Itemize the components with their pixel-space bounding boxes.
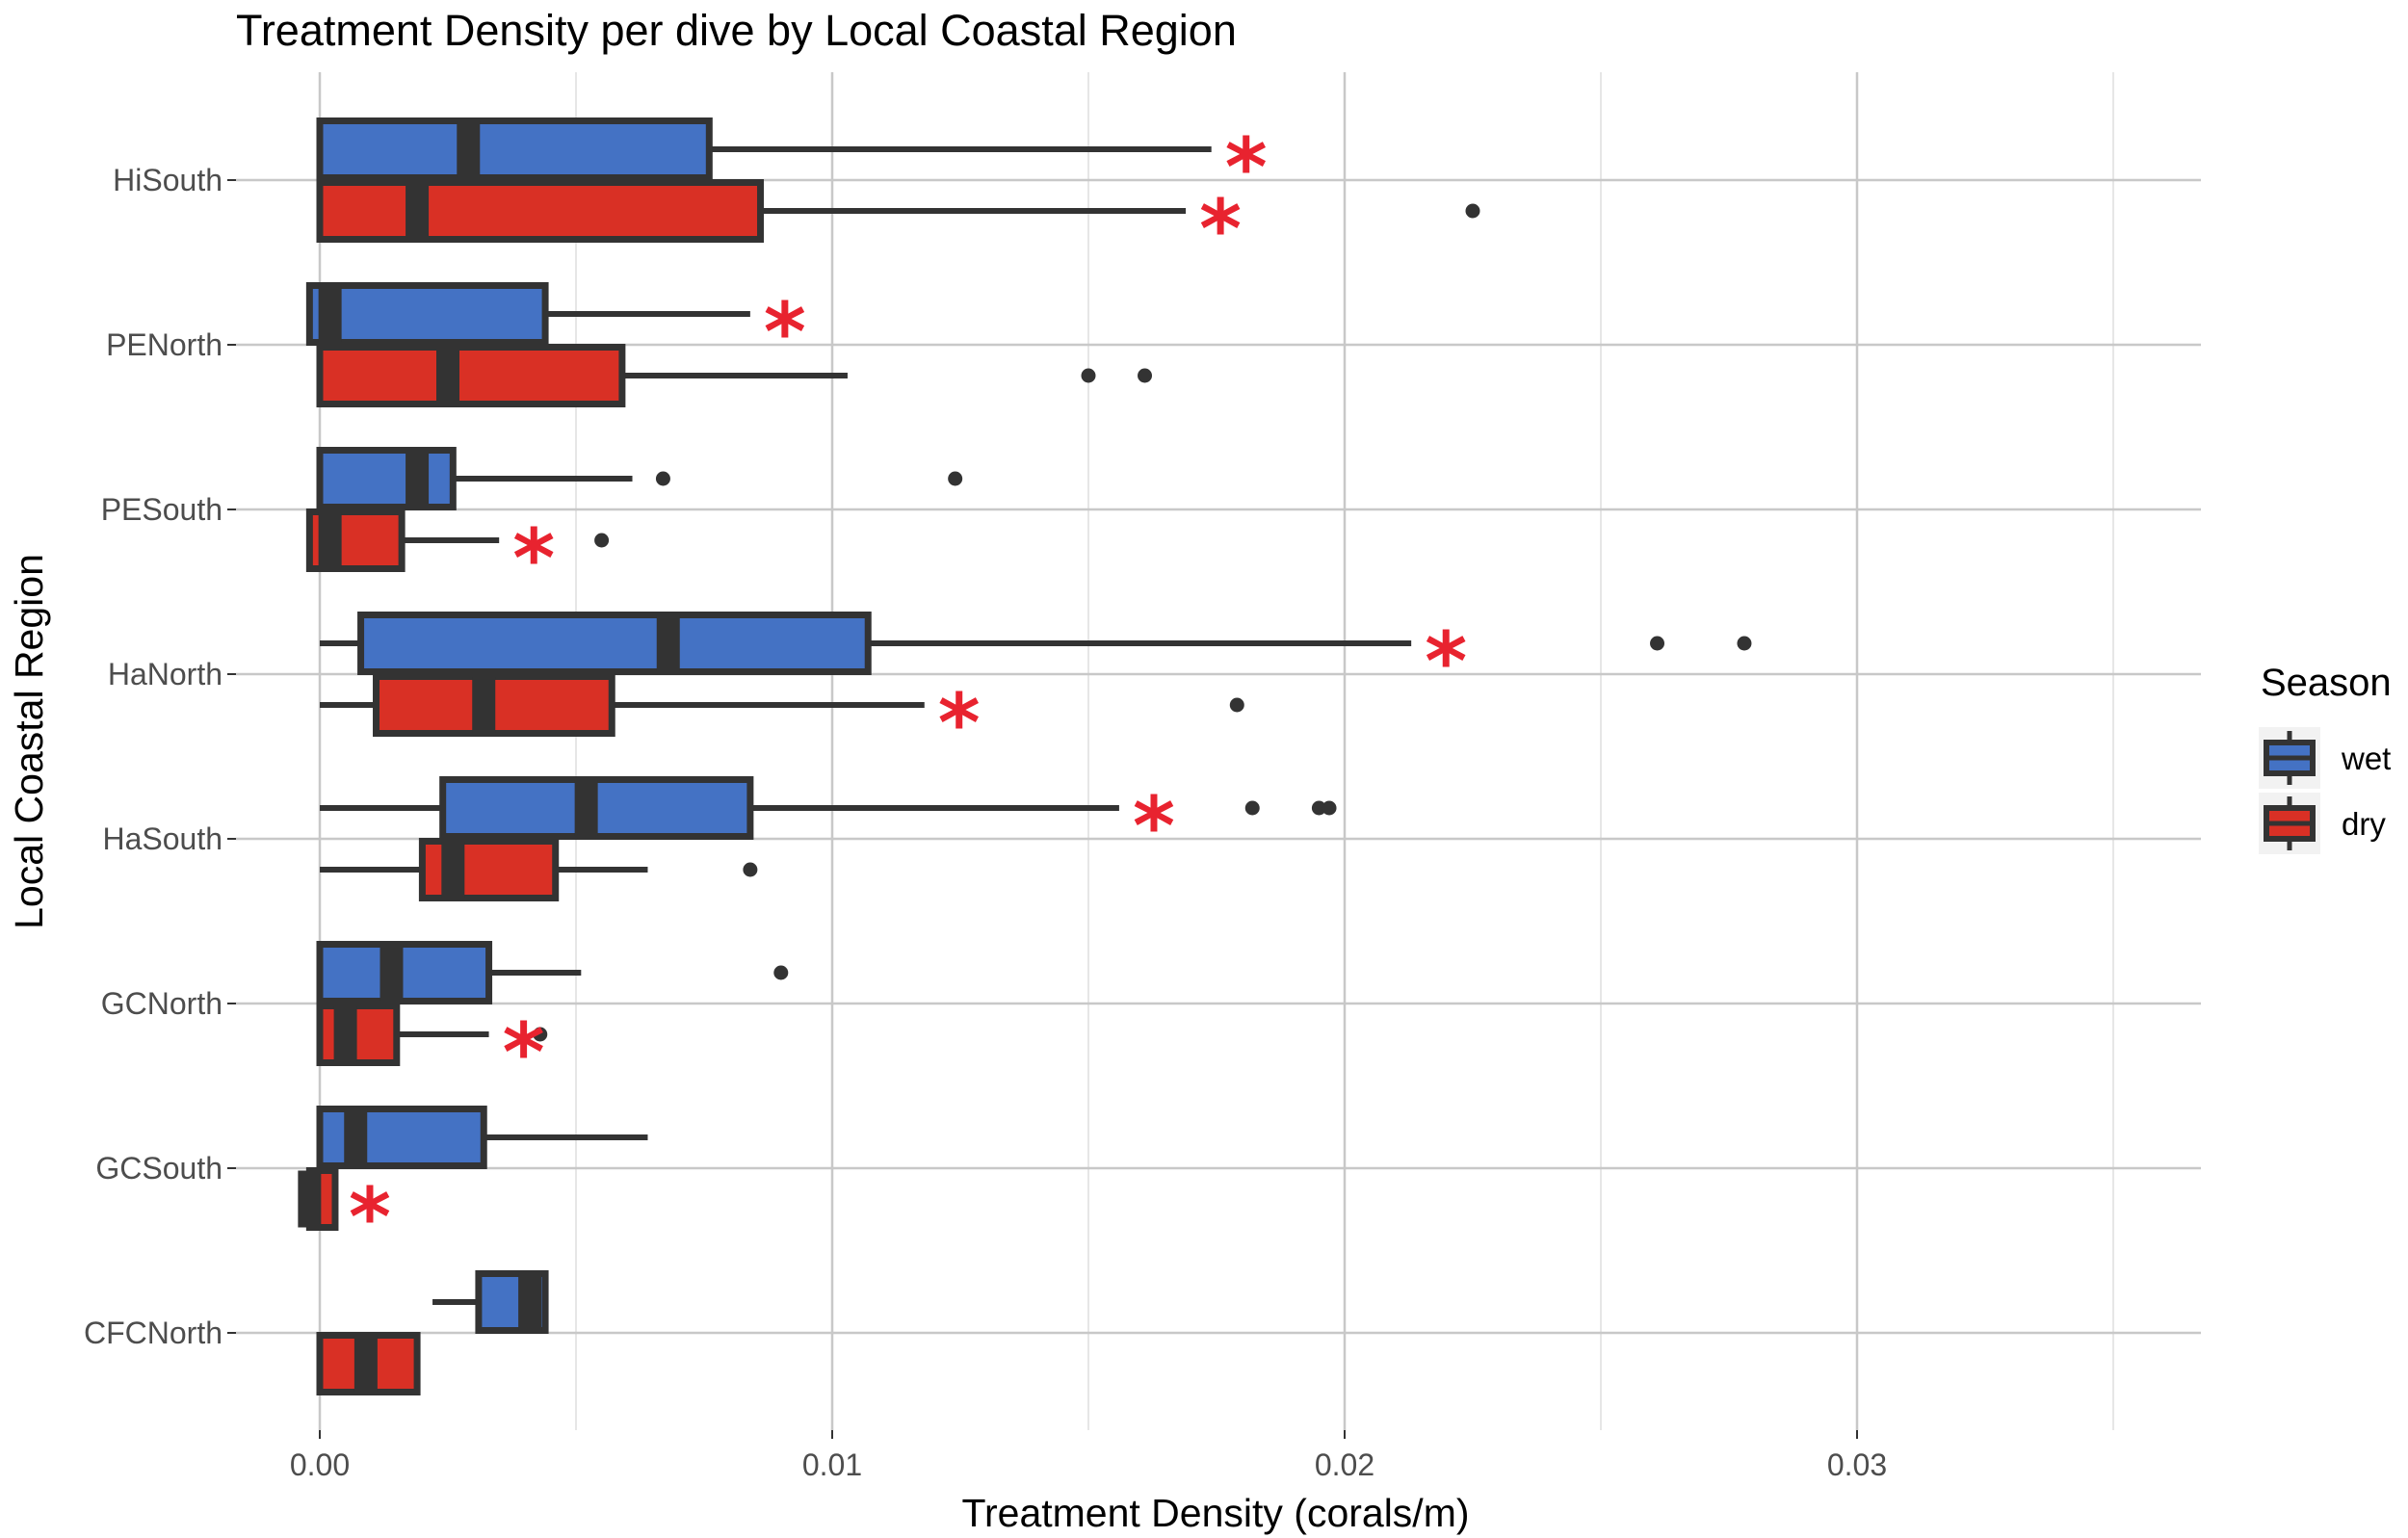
- significance-star: *: [1133, 779, 1175, 873]
- x-tick-label: 0.02: [1315, 1447, 1374, 1482]
- outlier-point: [533, 1027, 548, 1042]
- outlier-point: [1081, 368, 1096, 383]
- legend-entry-dry: dry: [2259, 793, 2386, 854]
- box-iqr: [316, 941, 493, 1004]
- significance-star: *: [1199, 182, 1242, 276]
- box-wet-cfcnorth: [432, 1270, 549, 1334]
- box-wet-hisouth: *: [316, 117, 1268, 215]
- y-tick-label-gcnorth: GCNorth: [101, 986, 222, 1021]
- y-tick-label-pesouth: PESouth: [101, 492, 222, 527]
- box-iqr: [316, 344, 626, 407]
- outlier-point: [948, 471, 963, 486]
- y-tick-label-gcsouth: GCSouth: [95, 1151, 222, 1186]
- y-tick-label-hisouth: HiSouth: [113, 163, 222, 197]
- outlier-point: [1322, 800, 1337, 816]
- box-iqr: [316, 117, 713, 181]
- legend: Season wet dry: [2259, 662, 2392, 854]
- outlier-point: [1465, 203, 1480, 219]
- box-wet-pesouth: [316, 447, 963, 510]
- outlier-point: [1311, 800, 1326, 816]
- y-tick-label-hasouth: HaSouth: [102, 821, 222, 856]
- chart-title: Treatment Density per dive by Local Coas…: [236, 6, 1237, 55]
- significance-star: *: [349, 1170, 391, 1264]
- box-dry-hasouth: [320, 838, 758, 901]
- x-tick-label: 0.01: [802, 1447, 862, 1482]
- significance-star: *: [764, 285, 806, 379]
- legend-entry-wet: wet: [2259, 727, 2391, 789]
- significance-star: *: [938, 676, 981, 770]
- significance-star: *: [1225, 120, 1268, 215]
- box-dry-pesouth: *: [305, 508, 610, 606]
- box-iqr: [316, 1003, 401, 1066]
- outlier-point: [594, 533, 610, 548]
- box-wet-penorth: *: [305, 282, 806, 379]
- x-tick-label: 0.03: [1827, 1447, 1887, 1482]
- significance-star: *: [1425, 614, 1467, 709]
- box-wet-hasouth: *: [320, 776, 1337, 873]
- outlier-point: [1229, 697, 1244, 713]
- legend-label-wet: wet: [2341, 741, 2391, 776]
- box-wet-gcsouth: [316, 1106, 648, 1169]
- x-tick-label: 0.00: [290, 1447, 350, 1482]
- y-tick-label-hanorth: HaNorth: [108, 657, 222, 691]
- box-wet-gcnorth: [316, 941, 789, 1004]
- outlier-point: [1650, 636, 1665, 651]
- box-dry-hisouth: *: [316, 179, 1480, 276]
- plot-layer: *********: [298, 117, 1752, 1395]
- box-iqr: [316, 447, 457, 510]
- box-iqr: [316, 179, 765, 243]
- legend-title: Season: [2261, 662, 2392, 704]
- y-tick-label-penorth: PENorth: [106, 327, 222, 362]
- y-axis-title: Local Coastal Region: [7, 554, 51, 929]
- x-axis-title: Treatment Density (corals/m): [961, 1491, 1469, 1535]
- outlier-point: [773, 965, 789, 980]
- outlier-point: [655, 471, 670, 486]
- outlier-point: [1138, 368, 1153, 383]
- box-dry-gcnorth: *: [316, 1003, 548, 1100]
- outlier-point: [1737, 636, 1752, 651]
- box-dry-cfcnorth: [316, 1332, 421, 1395]
- box-dry-penorth: [316, 344, 1153, 407]
- box-dry-hanorth: *: [320, 673, 1244, 770]
- legend-label-dry: dry: [2342, 806, 2386, 842]
- box-iqr: [305, 282, 549, 346]
- box-iqr: [357, 612, 872, 675]
- significance-star: *: [503, 1005, 545, 1100]
- significance-star: *: [512, 511, 555, 606]
- outlier-point: [1244, 800, 1260, 816]
- axis-layer: 0.00 0.01 0.02 0.03 HiSouth PENorth PESouth HaN…: [84, 163, 1887, 1482]
- outlier-point: [743, 862, 758, 877]
- box-dry-gcsouth: *: [298, 1167, 391, 1264]
- box-wet-hanorth: *: [320, 612, 1752, 709]
- y-tick-label-cfcnorth: CFCNorth: [84, 1316, 222, 1350]
